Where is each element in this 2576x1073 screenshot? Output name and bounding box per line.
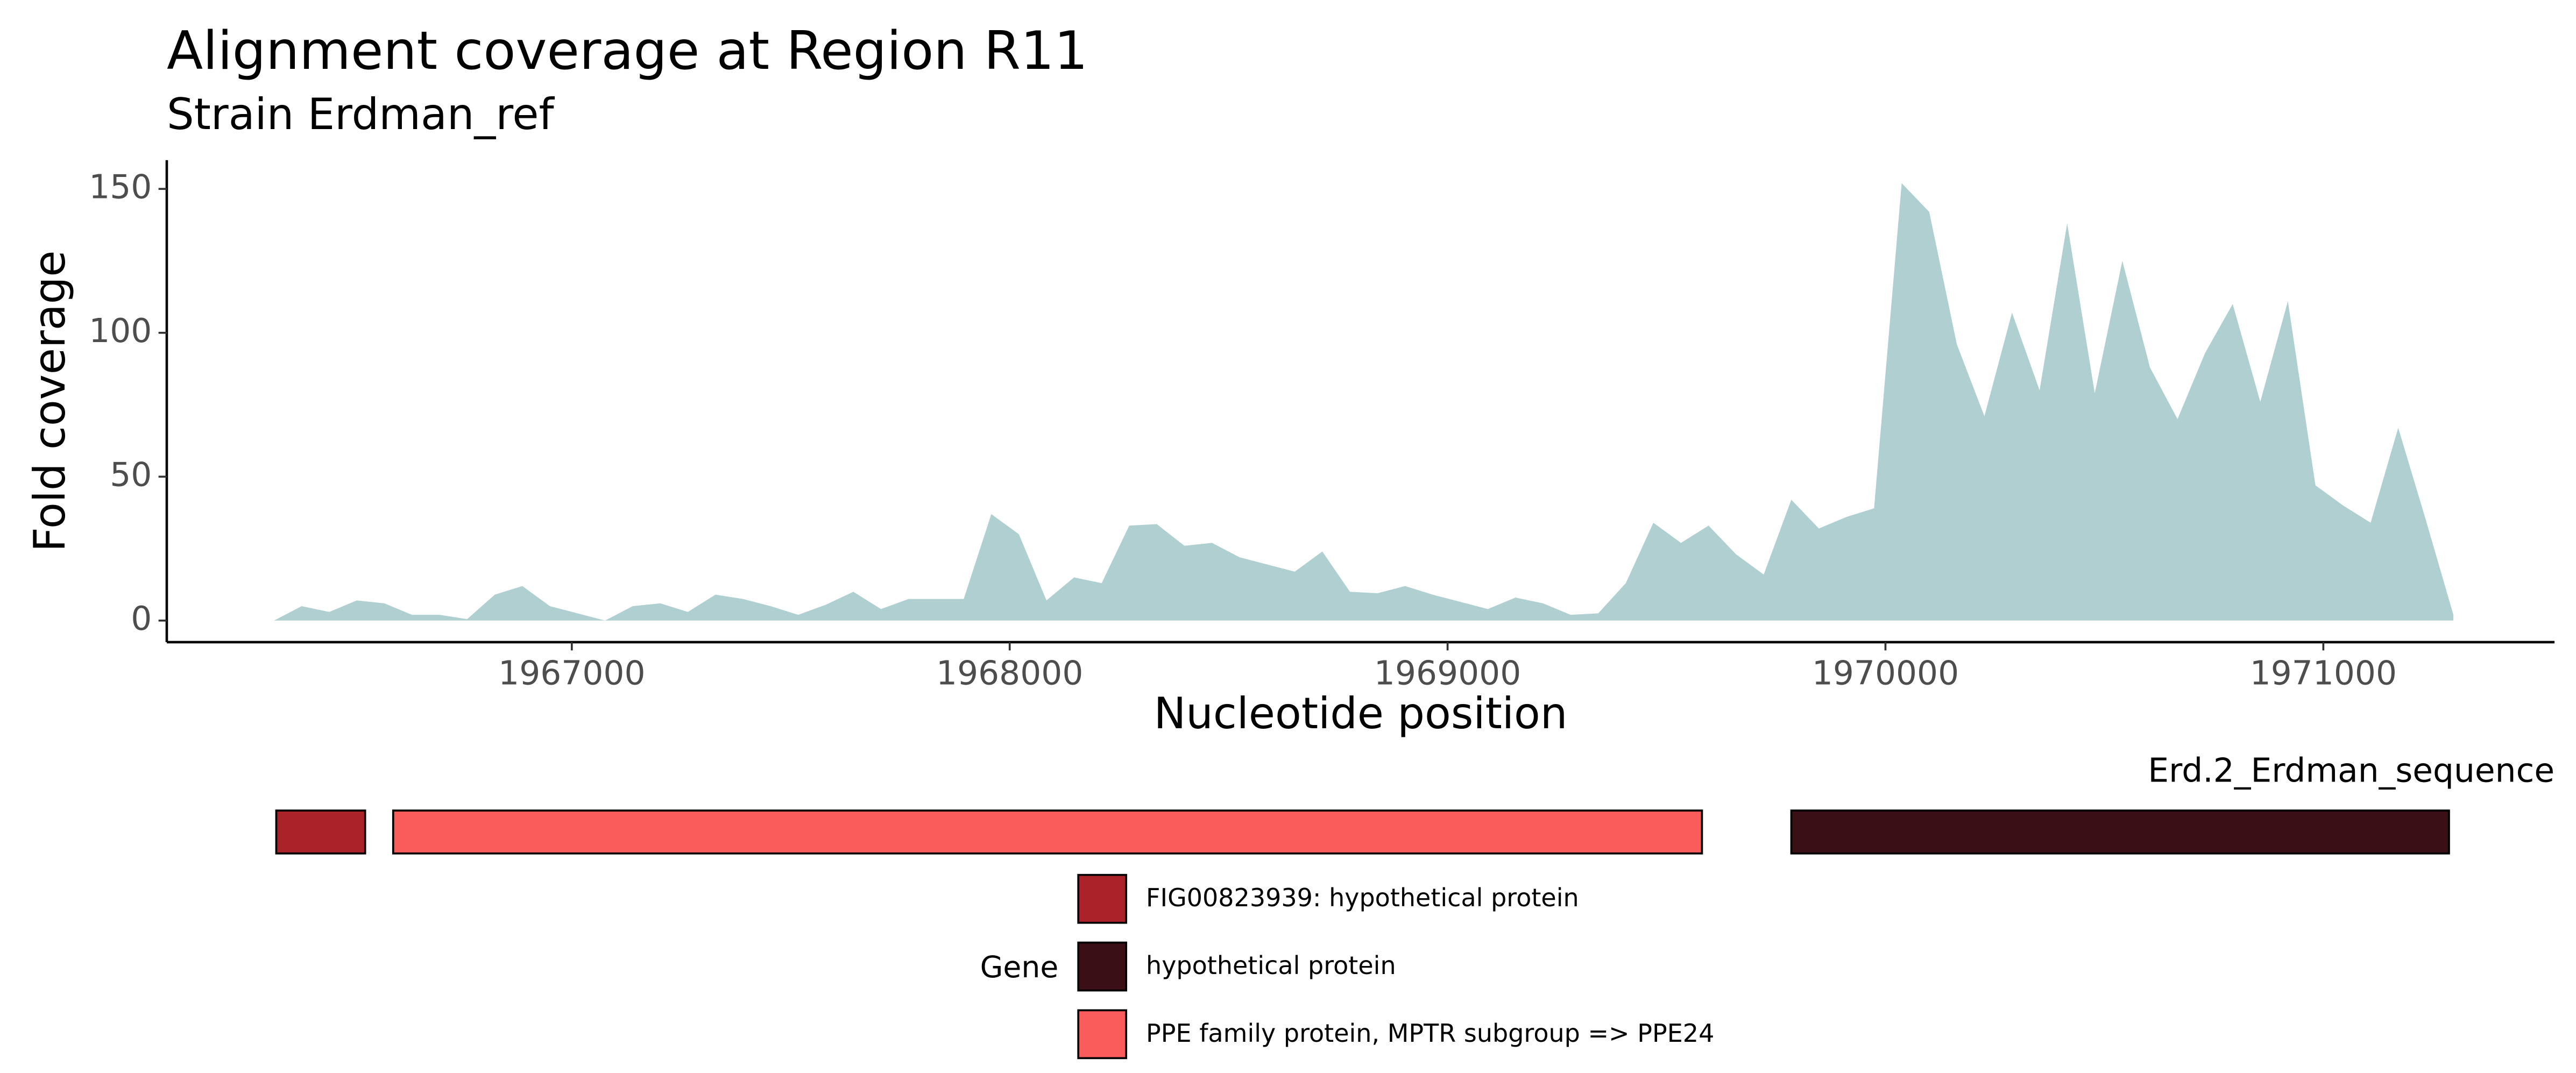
x-axis-title: Nucleotide position: [1154, 688, 1568, 738]
legend-label: PPE family protein, MPTR subgroup => PPE…: [1146, 1019, 1714, 1048]
x-tick-label: 1967000: [498, 654, 645, 692]
chart-subtitle: Strain Erdman_ref: [167, 89, 555, 139]
x-tick-label: 1971000: [2250, 654, 2397, 692]
y-tick-label: 150: [89, 168, 152, 206]
y-tick-label: 50: [110, 456, 152, 494]
legend-title: Gene: [980, 950, 1059, 985]
coverage-area: [274, 183, 2454, 621]
track-label: Erd.2_Erdman_sequence: [2148, 751, 2554, 790]
legend-key: [1077, 873, 1128, 924]
legend-key: [1077, 941, 1128, 992]
gene-block: [1790, 809, 2450, 855]
chart-title: Alignment coverage at Region R11: [167, 20, 1088, 82]
x-tick-label: 1970000: [1812, 654, 1959, 692]
x-tick-label: 1969000: [1374, 654, 1521, 692]
y-tick-label: 100: [89, 312, 152, 350]
legend-label: hypothetical protein: [1146, 951, 1396, 980]
legend-key: [1077, 1009, 1128, 1060]
y-axis-title: Fold coverage: [25, 251, 75, 552]
gene-block: [392, 809, 1703, 855]
legend-label: FIG00823939: hypothetical protein: [1146, 883, 1579, 912]
x-tick-label: 1968000: [936, 654, 1083, 692]
gene-block: [275, 809, 366, 855]
y-tick-label: 0: [131, 600, 152, 638]
